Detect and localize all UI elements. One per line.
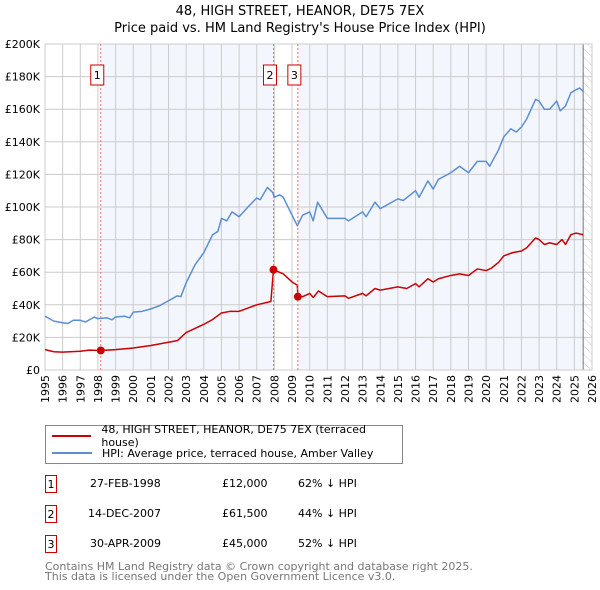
y-tick-label: £0	[26, 364, 40, 377]
legend-swatch-red	[52, 435, 92, 437]
x-tick-label: 1996	[57, 375, 70, 403]
x-tick-label: 1995	[39, 375, 52, 403]
x-tick-label: 2008	[268, 375, 281, 403]
x-tick-label: 2011	[321, 375, 334, 403]
x-tick-label: 2022	[515, 375, 528, 403]
y-tick-label: £100K	[5, 201, 41, 214]
x-tick-label: 2006	[233, 375, 246, 403]
x-tick-label: 2012	[339, 375, 352, 403]
y-tick-label: £120K	[5, 168, 41, 181]
y-tick-label: £200K	[5, 38, 41, 51]
x-tick-label: 2010	[304, 375, 317, 403]
x-tick-label: 2025	[568, 375, 581, 403]
x-tick-label: 2019	[462, 375, 475, 403]
sale-price: £45,000	[222, 537, 268, 550]
x-tick-label: 2017	[427, 375, 440, 403]
chart-subtitle: Price paid vs. HM Land Registry's House …	[114, 21, 486, 36]
x-tick-label: 2003	[180, 375, 193, 403]
hpi-line	[44, 87, 584, 325]
property-price-line	[44, 232, 584, 353]
sale-label-number: 2	[267, 69, 274, 82]
x-tick-label: 2018	[445, 375, 458, 403]
y-tick-label: £20K	[12, 331, 41, 344]
sale-point	[269, 265, 278, 274]
legend-item-property: 48, HIGH STREET, HEANOR, DE75 7EX (terra…	[46, 423, 402, 449]
x-tick-label: 2001	[145, 375, 158, 403]
sale-label-number: 1	[94, 69, 101, 82]
x-tick-label: 2016	[410, 375, 423, 403]
sale-point	[293, 292, 302, 301]
sale-hpi-diff: 44% ↓ HPI	[298, 507, 357, 520]
x-tick-label: 2007	[251, 375, 264, 403]
y-tick-label: £160K	[5, 103, 41, 116]
sale-label-box	[263, 64, 278, 86]
plot-border	[44, 43, 593, 371]
x-tick-label: 2013	[357, 375, 370, 403]
sale-number-badge: 3	[45, 535, 57, 553]
x-tick-label: 2014	[374, 375, 387, 403]
sale-number-badge: 1	[45, 475, 57, 493]
legend-label: HPI: Average price, terraced house, Ambe…	[102, 446, 374, 460]
legend-item-hpi: HPI: Average price, terraced house, Ambe…	[46, 445, 373, 461]
x-tick-label: 2021	[498, 375, 511, 403]
sale-label-number: 3	[291, 69, 298, 82]
sale-label-box	[90, 64, 105, 86]
sale-label-box	[287, 64, 302, 86]
footer-licence: This data is licensed under the Open Gov…	[45, 570, 396, 583]
y-tick-label: £40K	[12, 299, 41, 312]
x-tick-label: 2005	[215, 375, 228, 403]
x-tick-label: 2009	[286, 375, 299, 403]
sale-date: 30-APR-2009	[90, 537, 162, 550]
y-tick-label: £80K	[12, 234, 41, 247]
chart-title: 48, HIGH STREET, HEANOR, DE75 7EX	[175, 4, 425, 19]
x-tick-label: 2026	[586, 375, 599, 403]
x-tick-label: 1999	[110, 375, 123, 403]
sale-date: 14-DEC-2007	[88, 507, 162, 520]
y-tick-label: £60K	[12, 266, 41, 279]
footer-copyright: Contains HM Land Registry data © Crown c…	[45, 560, 473, 573]
price-chart: 1 2 3 1995 1996 1997 1998 1999 2000 2001 2002 2003 2…	[5, 38, 599, 403]
sale-number-badge: 2	[45, 505, 57, 523]
y-tick-label: £180K	[5, 71, 41, 84]
x-tick-label: 1998	[92, 375, 105, 403]
legend-label: 48, HIGH STREET, HEANOR, DE75 7EX (terra…	[101, 423, 367, 449]
sale-price: £61,500	[222, 507, 268, 520]
x-tick-label: 2000	[127, 375, 140, 403]
sale-date: 27-FEB-1998	[90, 477, 161, 490]
sale-price: £12,000	[222, 477, 268, 490]
x-tick-label: 1997	[74, 375, 87, 403]
legend-swatch-blue	[52, 452, 92, 454]
sale-point	[96, 346, 105, 355]
legend: 48, HIGH STREET, HEANOR, DE75 7EX (terra…	[45, 423, 403, 464]
sale-hpi-diff: 62% ↓ HPI	[298, 477, 357, 490]
x-tick-label: 2023	[533, 375, 546, 403]
x-tick-label: 2015	[392, 375, 405, 403]
x-tick-label: 2004	[198, 375, 211, 403]
y-tick-label: £140K	[5, 136, 41, 149]
x-tick-label: 2024	[551, 375, 564, 403]
sale-hpi-diff: 52% ↓ HPI	[298, 537, 357, 550]
x-tick-label: 2002	[163, 375, 176, 403]
x-tick-label: 2020	[480, 375, 493, 403]
